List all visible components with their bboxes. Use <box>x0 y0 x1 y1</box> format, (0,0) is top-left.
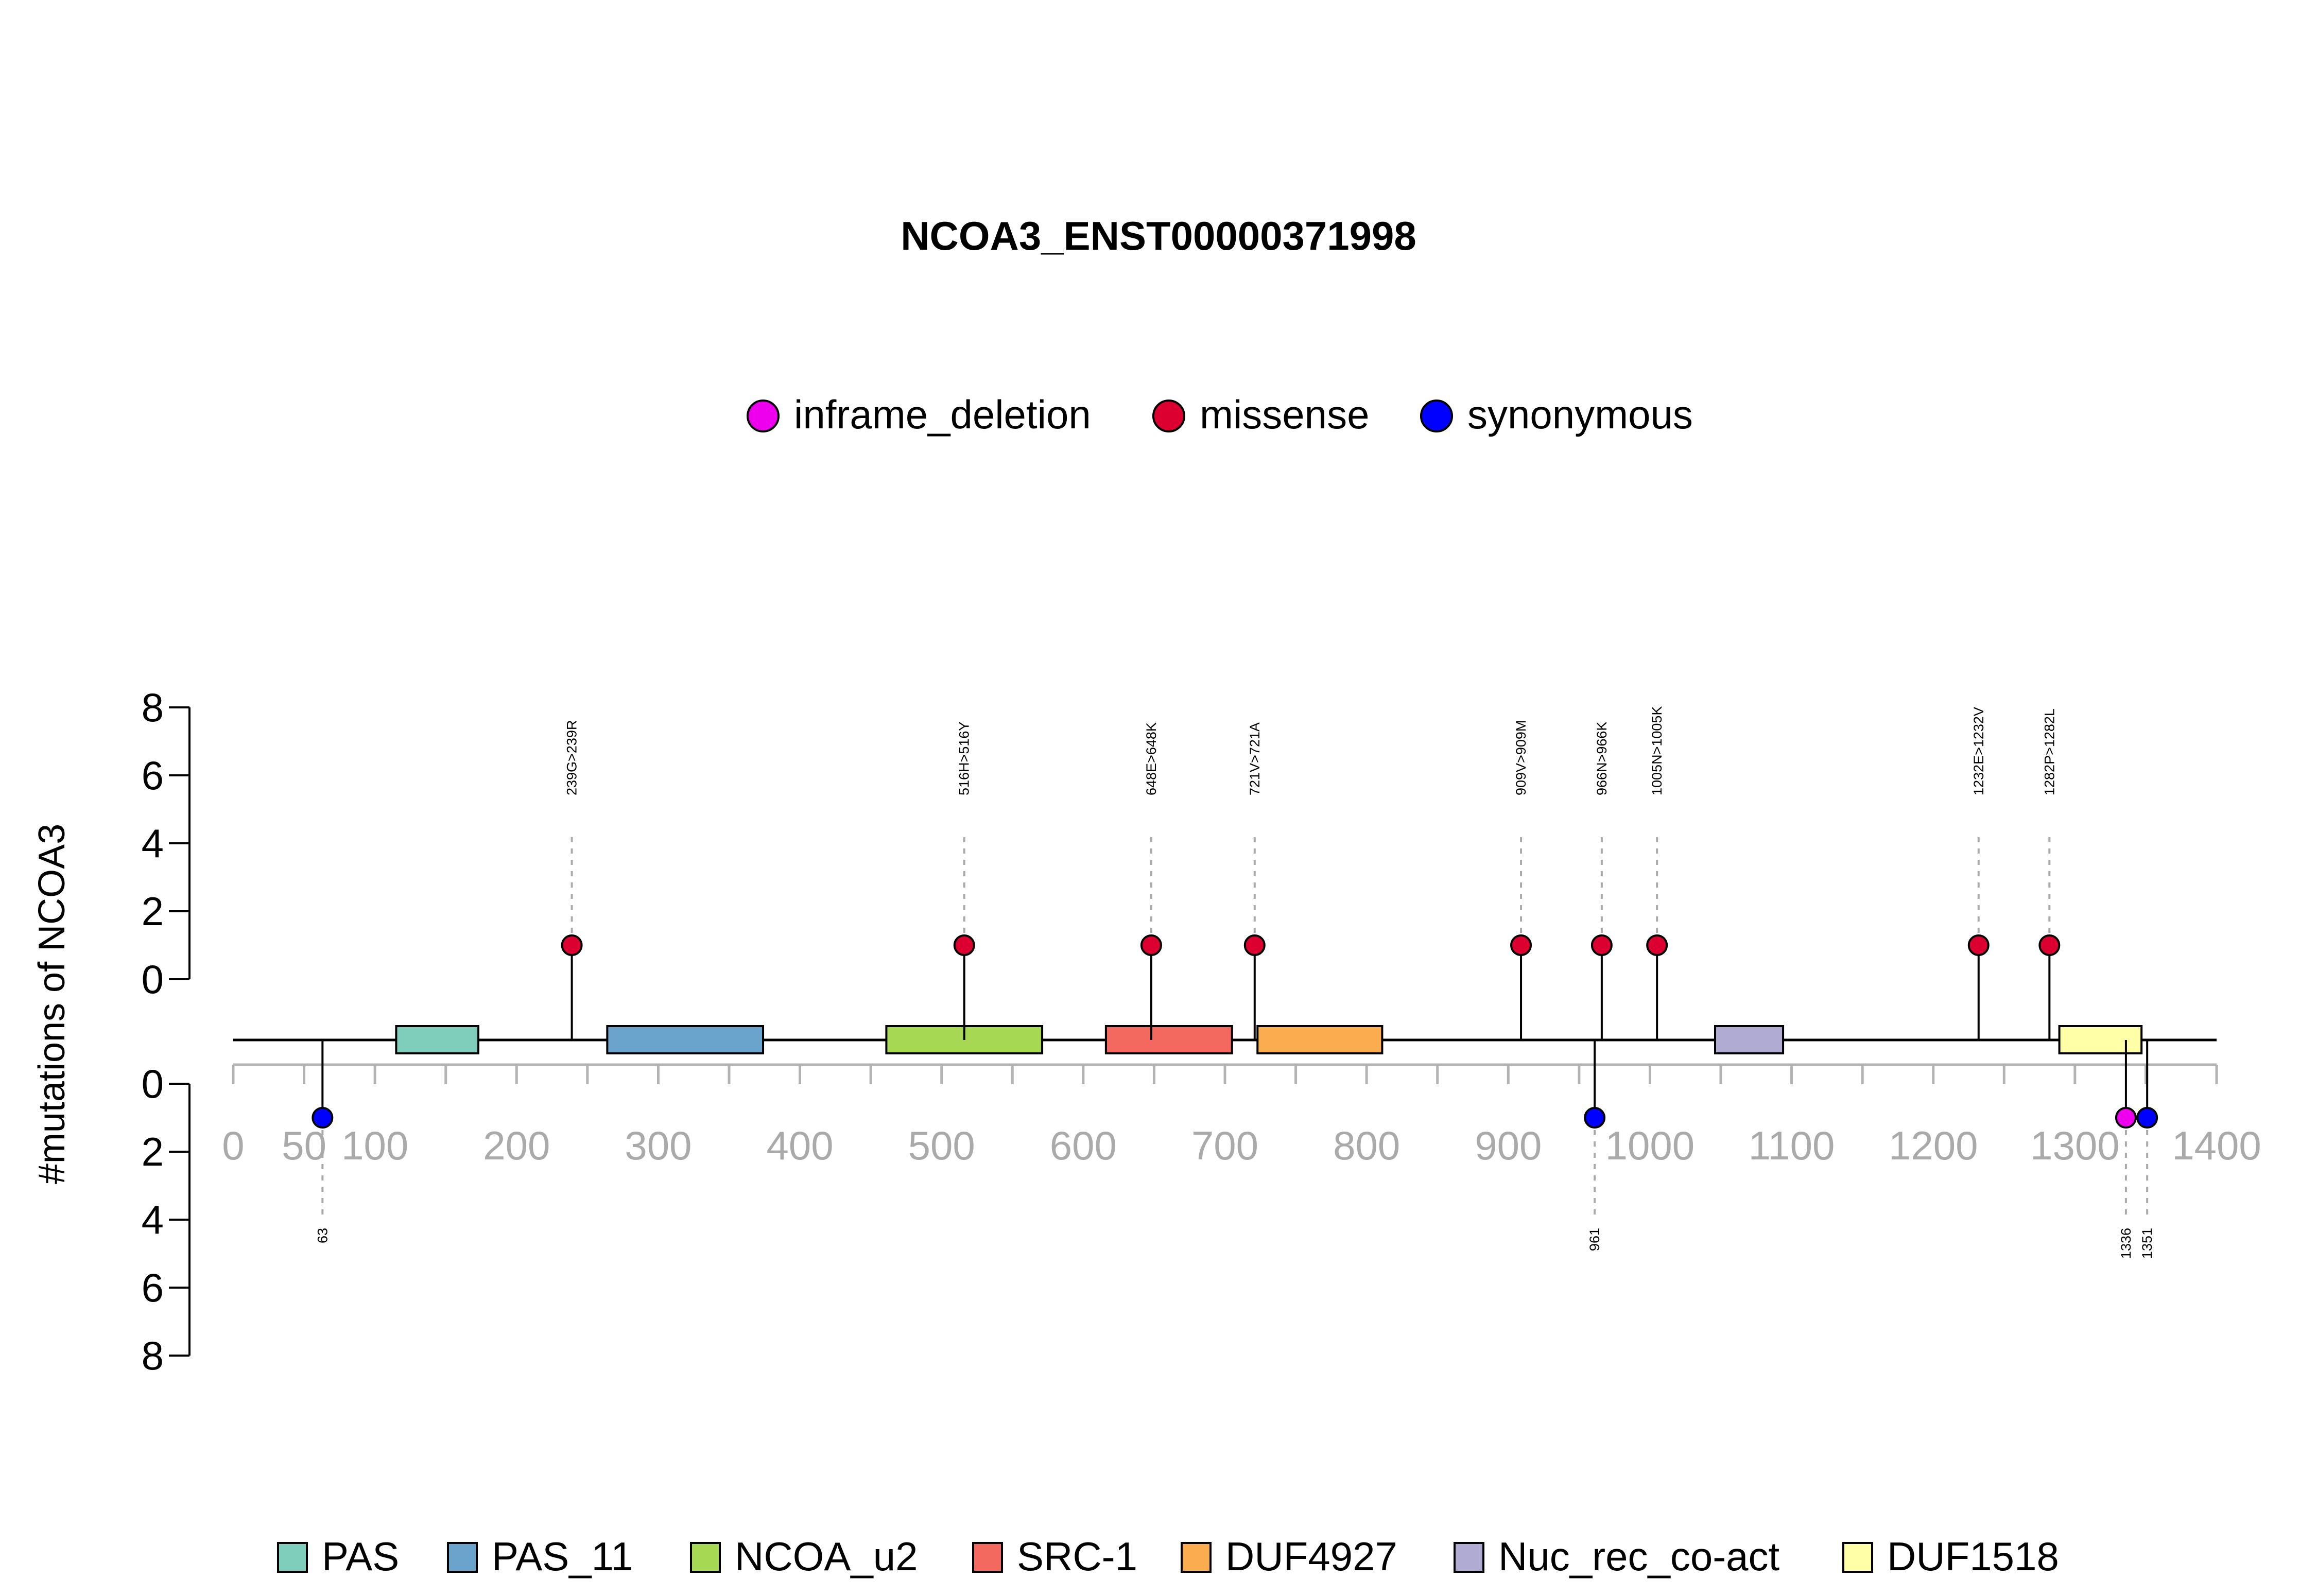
domain-legend: PAS PAS_11 NCOA_u2 SRC-1 DUF4927 Nuc_rec_co-a… <box>277 1534 2059 1579</box>
lower-y-tick-label: 0 <box>142 1061 164 1106</box>
domain-legend-swatch-PAS_11 <box>447 1542 478 1573</box>
lower-mutation-point <box>2136 1107 2158 1129</box>
legend-marker-missense <box>1152 400 1185 432</box>
domain-legend-label-DUF4927: DUF4927 <box>1225 1534 1397 1579</box>
upper-mutation-point <box>1140 934 1162 956</box>
upper-mutation-point <box>1646 934 1668 956</box>
upper-y-tick-label: 0 <box>142 957 164 1002</box>
domain-legend-swatch-DUF4927 <box>1181 1542 1212 1573</box>
chart-title: NCOA3_ENST00000371998 <box>901 213 1416 258</box>
x-tick-label: 1200 <box>1889 1123 1978 1168</box>
x-tick-label: 0 <box>222 1123 244 1168</box>
domain-legend-swatch-DUF1518 <box>1842 1542 1873 1573</box>
lower-y-tick-label: 6 <box>142 1265 164 1310</box>
legend-marker-synonymous <box>1420 400 1453 432</box>
upper-mutation-point <box>953 934 975 956</box>
upper-mutation-point <box>1590 934 1613 956</box>
upper-y-tick-label: 6 <box>142 753 164 798</box>
upper-mutation-point <box>561 934 583 956</box>
lower-mutation-point <box>1584 1107 1606 1129</box>
x-tick-label: 1400 <box>2172 1123 2261 1168</box>
upper-y-tick-label: 8 <box>142 685 164 730</box>
x-tick-label: 1000 <box>1605 1123 1695 1168</box>
lower-y-tick-label: 2 <box>142 1129 164 1174</box>
upper-mutation-label: 966N>966K <box>1594 722 1610 795</box>
x-tick-label: 200 <box>483 1123 550 1168</box>
upper-mutation-label: 1282P>1282L <box>2042 708 2057 795</box>
x-tick-label: 50 <box>282 1123 326 1168</box>
upper-mutation-label: 1005N>1005K <box>1649 706 1665 795</box>
mutation-type-legend: inframe_deletion missense synonymous <box>747 392 1693 437</box>
domain-legend-swatch-NCOA_u2 <box>690 1542 721 1573</box>
upper-mutation-label: 516H>516Y <box>957 722 972 795</box>
legend-marker-inframe_deletion <box>747 400 780 432</box>
lower-mutation-label: 1336 <box>2118 1228 2134 1259</box>
upper-mutation-label: 909V>909M <box>1513 720 1529 795</box>
axes: 0 0 2 2 4 4 6 6 8 8 0 50 100 200 300 400 500 600 700 800 900… <box>142 685 2261 1378</box>
legend-label-inframe_deletion: inframe_deletion <box>794 392 1091 437</box>
lower-mutation-point <box>312 1107 334 1129</box>
x-tick-label: 1100 <box>1749 1123 1835 1168</box>
x-tick-label: 300 <box>625 1123 691 1168</box>
x-tick-label: 1300 <box>2030 1123 2120 1168</box>
domain-box-PAS_11 <box>606 1025 765 1054</box>
lower-mutation-label: 1351 <box>2139 1228 2155 1259</box>
upper-mutation-point <box>1243 934 1266 956</box>
x-tick-label: 600 <box>1050 1123 1117 1168</box>
mutation-lollipops: 239G>239R 516H>516Y 648E>648K 721V>721A 909V… <box>312 706 2158 1259</box>
x-tick-label: 100 <box>341 1123 408 1168</box>
lower-mutation-label: 961 <box>1587 1228 1602 1251</box>
upper-y-tick-label: 4 <box>142 821 164 866</box>
legend-label-missense: missense <box>1200 392 1369 437</box>
domain-box-SRC-1 <box>1104 1025 1233 1054</box>
domain-legend-swatch-PAS <box>277 1542 308 1573</box>
upper-mutation-label: 1232E>1232V <box>1971 707 1986 795</box>
upper-mutation-point <box>1510 934 1532 956</box>
domain-legend-label-Nuc_rec_co-act: Nuc_rec_co-act <box>1498 1534 1780 1579</box>
domain-legend-label-PAS_11: PAS_11 <box>492 1534 633 1579</box>
lower-y-tick-label: 4 <box>142 1197 164 1242</box>
domain-legend-label-SRC-1: SRC-1 <box>1017 1534 1137 1579</box>
legend-label-synonymous: synonymous <box>1467 392 1693 437</box>
domain-legend-label-NCOA_u2: NCOA_u2 <box>735 1534 918 1579</box>
upper-mutation-point <box>2038 934 2061 956</box>
domain-box-DUF1518 <box>2058 1025 2143 1054</box>
upper-mutation-point <box>1967 934 1990 956</box>
lower-y-tick-label: 8 <box>142 1333 164 1378</box>
lower-mutation-point <box>2115 1107 2137 1129</box>
domain-legend-swatch-Nuc_rec_co-act <box>1454 1542 1484 1573</box>
x-tick-label: 500 <box>908 1123 975 1168</box>
upper-mutation-label: 239G>239R <box>564 720 580 795</box>
upper-mutation-label: 648E>648K <box>1144 722 1159 795</box>
upper-y-tick-label: 2 <box>142 889 164 934</box>
lower-mutation-label: 63 <box>315 1228 330 1243</box>
domain-legend-label-DUF1518: DUF1518 <box>1887 1534 2059 1579</box>
y-axis-label: #mutations of NCOA3 <box>31 824 73 1184</box>
x-tick-label: 900 <box>1475 1123 1542 1168</box>
domain-legend-label-PAS: PAS <box>322 1534 399 1579</box>
x-tick-label: 800 <box>1333 1123 1400 1168</box>
x-tick-label: 400 <box>767 1123 834 1168</box>
upper-mutation-label: 721V>721A <box>1247 722 1263 795</box>
domain-box-Nuc_rec_co-act <box>1714 1025 1785 1054</box>
x-tick-label: 700 <box>1191 1123 1258 1168</box>
domain-box-DUF4927 <box>1256 1025 1384 1054</box>
domain-legend-swatch-SRC-1 <box>972 1542 1003 1573</box>
domain-boxes <box>395 1025 2143 1054</box>
domain-box-PAS <box>395 1025 479 1054</box>
